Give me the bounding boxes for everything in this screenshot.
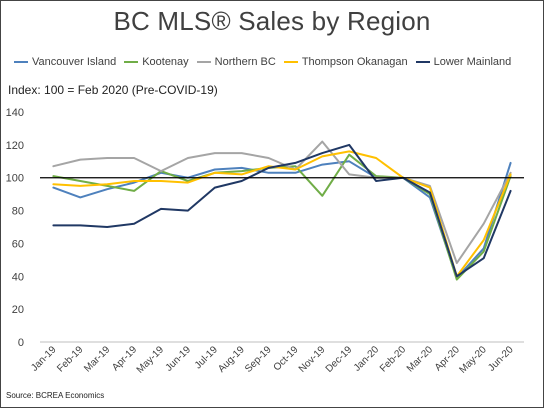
y-tick-label: 120 [6,140,24,152]
legend-swatch [196,61,211,63]
x-tick-label: Jan-20 [352,344,382,374]
legend-label: Kootenay [142,56,189,68]
y-tick-label: 60 [12,238,24,250]
y-tick-label: 40 [12,271,24,283]
legend-label: Thompson Okanagan [301,56,408,68]
legend-item: Lower Mainland [415,56,512,68]
x-tick-label: Jan-19 [29,344,59,374]
x-tick-label: Sep-19 [243,344,274,375]
x-tick-label: Jun-20 [486,344,516,374]
legend-label: Lower Mainland [433,56,512,68]
legend-swatch [415,61,430,63]
legend-item: Thompson Okanagan [283,56,408,68]
legend-swatch [124,61,139,63]
legend-item: Kootenay [124,56,189,68]
chart-title: BC MLS® Sales by Region [113,6,431,36]
legend-label: Northern BC [214,56,276,68]
legend-item: Vancouver Island [14,56,116,68]
chart-source: Source: BCREA Economics [6,391,105,400]
legend-swatch [283,61,298,63]
x-tick-label: May-19 [135,344,167,376]
legend-label: Vancouver Island [32,56,117,68]
x-tick-label: Dec-19 [324,344,355,375]
x-tick-label: Feb-19 [55,344,85,374]
y-tick-label: 0 [18,337,24,349]
legend-swatch [14,61,28,63]
x-tick-label: Mar-19 [82,344,112,374]
series-line-lower-mainland [52,143,512,278]
chart-legend: Vancouver Island Kootenay Northern BC Thomp… [14,56,534,68]
x-tick-label: Mar-20 [405,344,435,374]
x-tick-label: Aug-19 [216,344,247,375]
x-tick-label: Nov-19 [297,344,328,375]
chart-subtitle: Index: 100 = Feb 2020 (Pre-COVID-19) [8,83,218,97]
y-tick-label: 100 [6,173,24,185]
x-tick-label: Oct-19 [272,344,301,373]
y-tick-label: 140 [6,107,24,119]
y-tick-label: 80 [12,206,24,218]
series-line-thompson-okanagan [52,150,512,278]
x-tick-label: Feb-20 [378,344,408,374]
x-tick-label: Jun-19 [164,344,194,374]
series-line-northern-bc [52,140,512,265]
x-tick-label: May-20 [457,344,489,376]
y-tick-label: 20 [12,304,24,316]
legend-item: Northern BC [196,56,276,68]
